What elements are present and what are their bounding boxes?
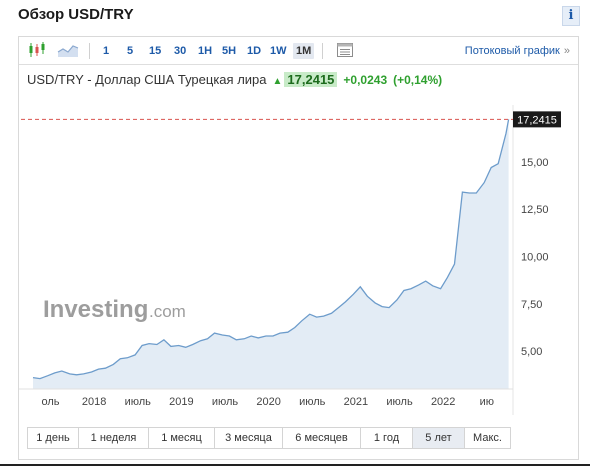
- interval-1h[interactable]: 1H: [198, 45, 213, 57]
- range-1-week[interactable]: 1 неделя: [79, 427, 149, 449]
- range-1-day[interactable]: 1 день: [27, 427, 79, 449]
- x-tick-label: ию: [480, 396, 494, 408]
- range-6-months[interactable]: 6 месяцев: [283, 427, 361, 449]
- price-change: +0,0243: [343, 73, 388, 87]
- interval-1[interactable]: 1: [103, 45, 110, 57]
- interval-5h[interactable]: 5H: [222, 45, 237, 57]
- double-chevron-right-icon: »: [563, 45, 570, 57]
- x-tick-label: 2018: [82, 396, 106, 408]
- info-button[interactable]: i: [562, 6, 580, 26]
- investing-watermark-suffix: .com: [149, 302, 186, 321]
- range-1-year[interactable]: 1 год: [361, 427, 413, 449]
- x-tick-label: 2020: [256, 396, 280, 408]
- x-tick-label: июль: [299, 396, 326, 408]
- candlestick-icon[interactable]: [27, 41, 47, 59]
- range-5-years[interactable]: 5 лет: [413, 427, 465, 449]
- y-tick-label: 12,50: [521, 204, 549, 216]
- y-tick-label: 7,50: [521, 299, 542, 311]
- x-tick-label: июль: [125, 396, 152, 408]
- investing-watermark: Investing: [43, 296, 148, 323]
- range-3-months[interactable]: 3 месяца: [215, 427, 283, 449]
- interval-15[interactable]: 15: [149, 45, 162, 57]
- arrow-up-icon: ▲: [272, 76, 283, 87]
- x-tick-label: 2019: [169, 396, 193, 408]
- range-max[interactable]: Макс.: [465, 427, 511, 449]
- x-tick-label: оль: [41, 396, 59, 408]
- chart-toolbar: 1 5 15 30 1H 5H 1D 1W 1M Потоковый графи…: [19, 37, 578, 65]
- interval-5[interactable]: 5: [127, 45, 134, 57]
- x-tick-label: июль: [386, 396, 413, 408]
- current-price-value: 17,2415: [517, 114, 557, 126]
- y-tick-label: 10,00: [521, 251, 549, 263]
- instrument-name: USD/TRY - Доллар США Турецкая лира: [27, 72, 267, 87]
- streaming-chart-link[interactable]: Потоковый график»: [465, 43, 570, 59]
- interval-1w[interactable]: 1W: [270, 45, 287, 57]
- range-1-month[interactable]: 1 месяц: [149, 427, 215, 449]
- overview-header: Обзор USD/TRY i: [18, 6, 580, 30]
- streaming-chart-label: Потоковый график: [464, 45, 560, 57]
- last-price: 17,2415: [284, 72, 338, 87]
- interval-1m[interactable]: 1M: [293, 43, 315, 59]
- x-tick-label: 2021: [344, 396, 368, 408]
- price-change-percent: (+0,14%): [393, 73, 443, 87]
- x-tick-label: 2022: [431, 396, 455, 408]
- y-tick-label: 15,00: [521, 157, 549, 169]
- price-area: [33, 119, 509, 390]
- interval-1d[interactable]: 1D: [247, 45, 262, 57]
- current-price-tag: [513, 111, 561, 128]
- area-chart-icon[interactable]: [57, 41, 79, 59]
- table-icon[interactable]: [335, 41, 355, 59]
- chart-panel: 1 5 15 30 1H 5H 1D 1W 1M Потоковый графи…: [18, 36, 579, 460]
- toolbar-separator: [322, 43, 323, 59]
- price-chart[interactable]: 15,00 12,50 10,00 7,50 5,00 оль 2018 июль 2019 ию…: [19, 99, 578, 421]
- quote-row: USD/TRY - Доллар США Турецкая лира ▲ 17,24…: [27, 71, 442, 89]
- interval-30[interactable]: 30: [174, 45, 187, 57]
- toolbar-separator: [89, 43, 90, 59]
- page-bottom-border: [0, 464, 590, 466]
- page-title: Обзор USD/TRY: [18, 6, 134, 23]
- price-line: [32, 119, 510, 380]
- time-range-selector: 1 день 1 неделя 1 месяц 3 месяца 6 месяц…: [27, 427, 511, 449]
- y-tick-label: 5,00: [521, 346, 542, 358]
- x-tick-label: июль: [212, 396, 239, 408]
